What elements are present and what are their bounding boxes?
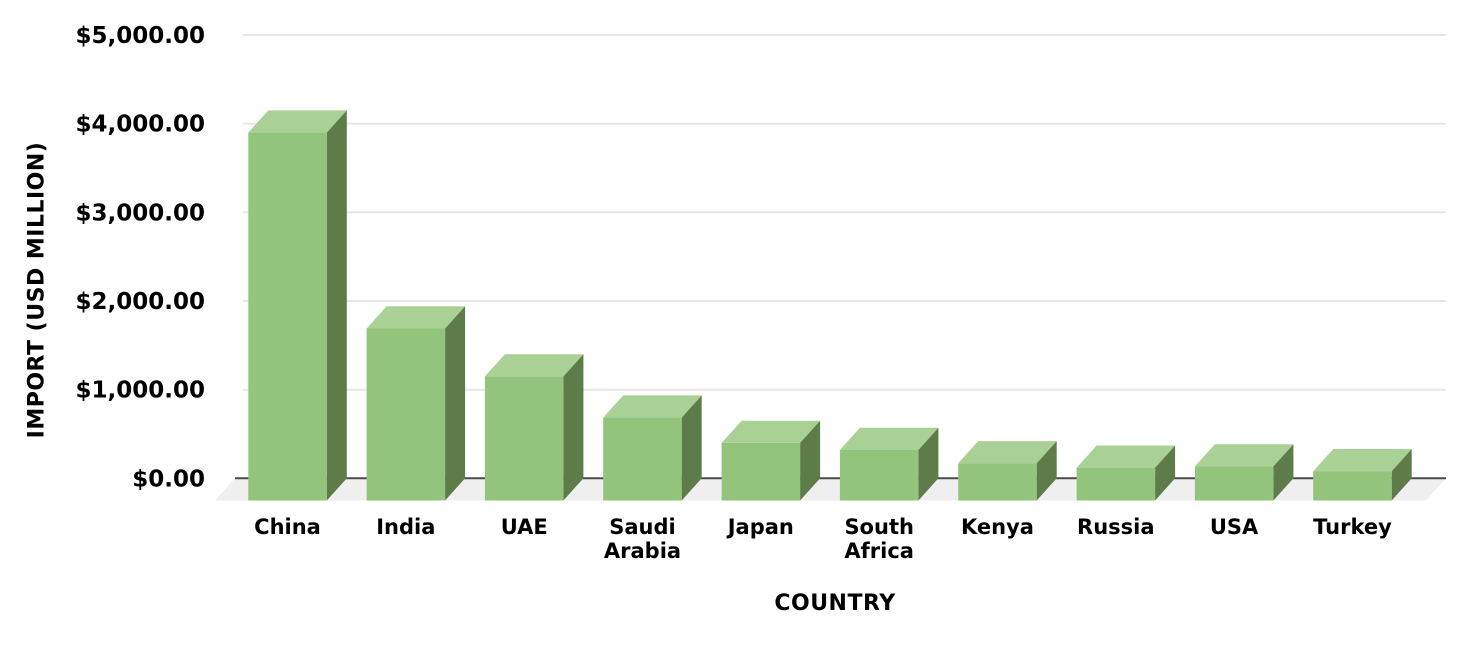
bar-russia bbox=[1076, 445, 1176, 501]
bar-side-face bbox=[1155, 445, 1176, 501]
bar-side-face bbox=[1391, 449, 1412, 501]
bar-top-face bbox=[958, 441, 1057, 464]
bar-side-face bbox=[1273, 444, 1294, 501]
bar-side-face bbox=[800, 420, 821, 501]
y-tick-label: $2,000.00 bbox=[76, 289, 206, 315]
gridlines bbox=[243, 34, 1446, 391]
x-category-label-south-africa: South Africa bbox=[844, 515, 914, 563]
x-category-label-saudi-arabia: Saudi Arabia bbox=[604, 515, 681, 563]
bar-front-face bbox=[1194, 466, 1274, 501]
x-category-label-kenya: Kenya bbox=[961, 515, 1034, 539]
bar-side-face bbox=[326, 110, 347, 501]
y-tick-labels: $0.00 $1,000.00 $2,000.00 $3,000.00 $4,000.0… bbox=[76, 23, 206, 492]
x-category-label-usa: USA bbox=[1210, 515, 1259, 539]
y-tick-label: $1,000.00 bbox=[76, 378, 206, 404]
bar-front-face bbox=[248, 132, 327, 501]
x-category-labels: China India UAE Saudi Arabia Japan South Africa… bbox=[254, 515, 1392, 563]
x-category-label-japan: Japan bbox=[726, 515, 794, 539]
bar-usa bbox=[1194, 444, 1294, 501]
bar-japan bbox=[721, 420, 821, 501]
bar-top-face bbox=[484, 354, 584, 377]
bar-front-face bbox=[603, 417, 682, 501]
bar-saudi-arabia bbox=[603, 395, 702, 501]
x-axis-title: COUNTRY bbox=[774, 591, 896, 616]
y-tick-label: $5,000.00 bbox=[76, 23, 206, 49]
bar-uae bbox=[484, 354, 584, 501]
bar-side-face bbox=[445, 306, 466, 501]
bar-top-face bbox=[721, 420, 821, 443]
bar-side-face bbox=[918, 427, 939, 501]
y-tick-label: $4,000.00 bbox=[76, 112, 206, 138]
bar-turkey bbox=[1313, 449, 1412, 501]
bar-india bbox=[366, 306, 466, 501]
bar-top-face bbox=[1076, 445, 1176, 468]
y-tick-label: $0.00 bbox=[132, 466, 205, 492]
bar-top-face bbox=[1313, 449, 1412, 472]
bar-front-face bbox=[484, 376, 564, 501]
bar-top-face bbox=[839, 427, 939, 450]
x-category-label-turkey: Turkey bbox=[1313, 515, 1392, 539]
bar-top-face bbox=[1194, 444, 1294, 467]
bar-top-face bbox=[248, 110, 347, 133]
bar-front-face bbox=[366, 328, 446, 501]
bar-front-face bbox=[721, 442, 801, 501]
x-category-label-uae: UAE bbox=[501, 515, 548, 539]
bar-front-face bbox=[1076, 467, 1156, 501]
y-axis-title: IMPORT (USD MILLION) bbox=[25, 142, 50, 439]
x-category-label-india: India bbox=[376, 515, 435, 539]
bar-china bbox=[248, 110, 347, 501]
bar-top-face bbox=[603, 395, 702, 418]
bars bbox=[248, 110, 1412, 501]
x-category-label-russia: Russia bbox=[1077, 515, 1155, 539]
bar-side-face bbox=[681, 395, 702, 501]
bar-kenya bbox=[958, 441, 1057, 501]
bar-side-face bbox=[1036, 441, 1057, 501]
bar-top-face bbox=[366, 306, 466, 329]
bar-front-face bbox=[1313, 471, 1392, 501]
x-category-label-china: China bbox=[254, 515, 321, 539]
y-tick-label: $3,000.00 bbox=[76, 200, 206, 226]
bar-front-face bbox=[958, 463, 1037, 501]
bar-side-face bbox=[563, 354, 584, 501]
bar-south-africa bbox=[839, 427, 939, 501]
bar-front-face bbox=[839, 450, 919, 501]
